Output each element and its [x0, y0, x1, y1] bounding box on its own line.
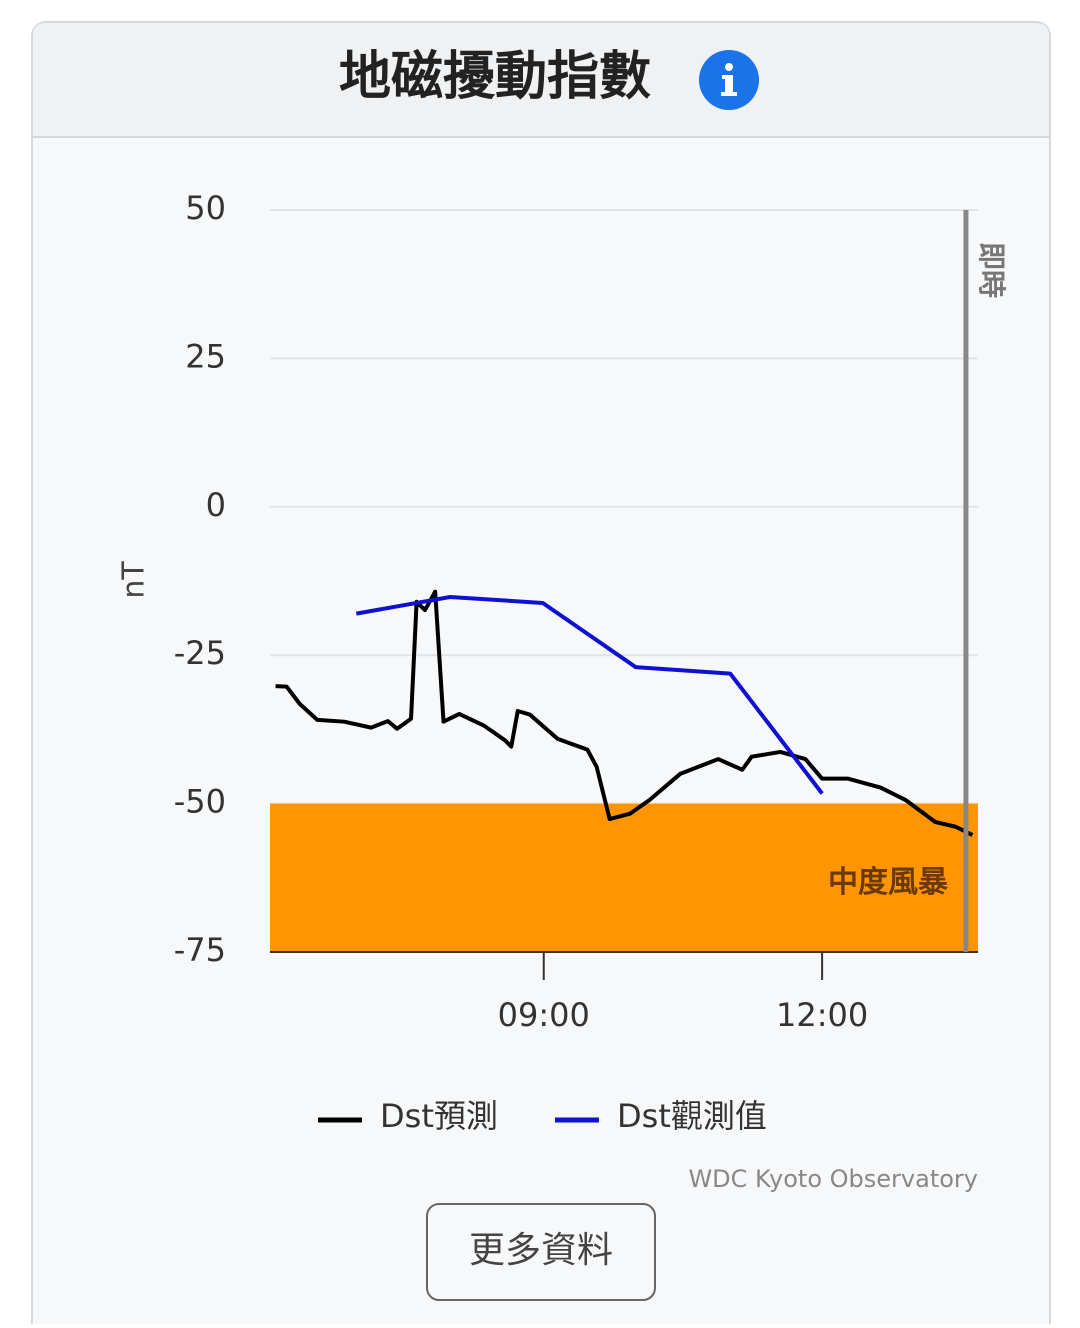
y-axis-label: nT [117, 561, 152, 599]
y-tick-label: -75 [174, 931, 226, 969]
source: WDC Kyoto Observatory [688, 1165, 978, 1193]
legend-label: Dst觀測值 [617, 1097, 767, 1135]
series-line [275, 589, 974, 837]
x-tick-label: 12:00 [776, 996, 868, 1034]
info-icon[interactable] [699, 50, 759, 110]
plot: 50 25 0 -25 -50 -75 nT 中度風暴 09:00 12:00 即時 Dst預測 Dst… [117, 189, 1008, 1135]
now-label: 即時 [975, 242, 1008, 298]
band-label: 中度風暴 [828, 865, 949, 900]
button-label[interactable]: 更多資料 [469, 1230, 613, 1271]
series-line [355, 595, 824, 795]
title: 地磁擾動指數 [339, 47, 651, 107]
more-button[interactable] [426, 1203, 656, 1301]
card [31, 21, 1051, 1328]
storm-band [270, 803, 978, 952]
button[interactable]: 更多資料 [426, 1203, 656, 1301]
y-tick-label: 50 [185, 189, 226, 227]
info-stem [721, 75, 737, 96]
y-tick-label: 25 [185, 337, 226, 375]
y-tick-label: 0 [206, 486, 226, 524]
card-header [33, 23, 1049, 137]
info-dot [725, 63, 733, 71]
y-tick-label: -50 [174, 783, 226, 821]
legend-label: Dst預測 [380, 1097, 498, 1135]
y-tick-label: -25 [174, 634, 226, 672]
x-tick-label: 09:00 [498, 996, 590, 1034]
